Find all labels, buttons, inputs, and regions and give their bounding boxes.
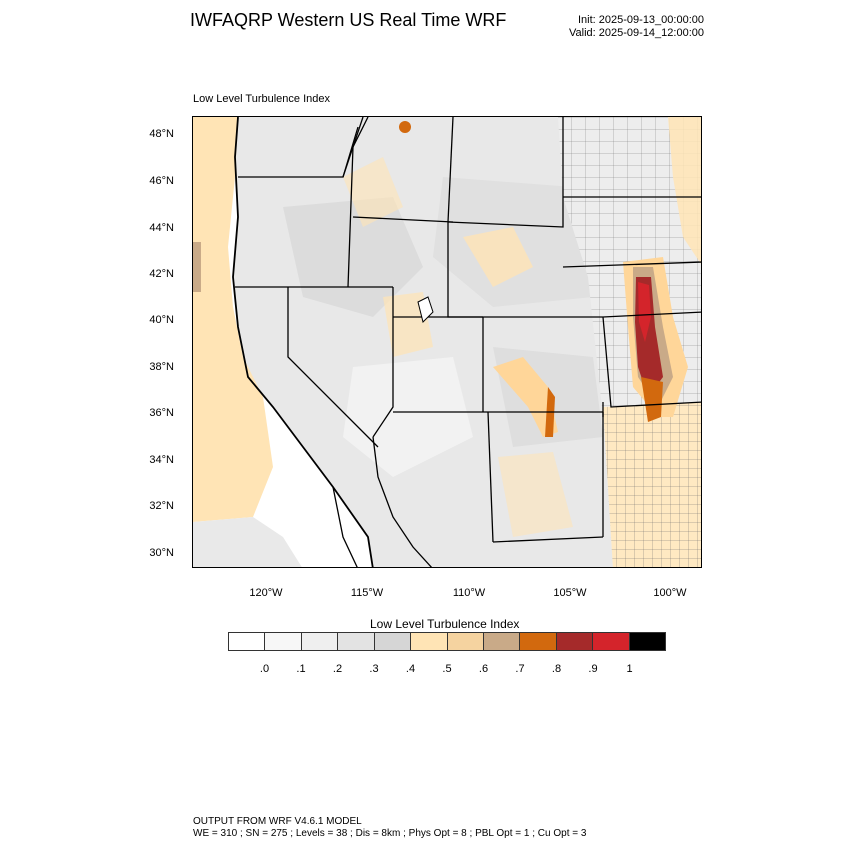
northeast-orange-strip [668,117,701,264]
turbulence-wyoming [463,227,533,287]
lon-label-105w: 105°W [553,587,587,599]
colorbar-tick-label: .9 [588,663,598,675]
lon-label-120w: 120°W [249,587,283,599]
colorbar-box-0 [229,633,266,650]
footer-model-info: OUTPUT FROM WRF V4.6.1 MODEL [193,816,362,827]
great-salt-lake [417,296,434,323]
colorbar-tick-label: .4 [405,663,416,675]
state-boundaries [235,117,701,543]
lat-label-38n: 38°N [149,361,174,373]
lat-label-44n: 44°N [149,222,174,234]
lat-label-32n: 32°N [149,500,174,512]
colorbar-box-7 [483,633,521,650]
colorbar-box-3 [338,633,375,650]
colorbar-tick-label: .7 [515,663,525,675]
plot-subtitle: Low Level Turbulence Index [193,93,330,105]
colorbar-box-1 [265,633,302,650]
turbulence-colorado [493,357,558,437]
lat-label-40n: 40°N [149,314,174,326]
colorbar-box-5 [411,633,448,650]
colorbar-box-11 [629,633,666,650]
lon-label-110w: 110°W [452,587,486,599]
turbulence-patch-tan [193,242,201,292]
lon-label-115w: 115°W [350,587,384,599]
colorbar-box-10 [593,633,630,650]
lat-label-30n: 30°N [149,547,174,559]
colorbar-tick-label: .2 [332,663,343,675]
turbulence-offshore [193,117,273,522]
colorbar-box-2 [301,633,339,650]
turbulence-orange-south [641,377,663,422]
gulf-coast [372,436,433,567]
colorbar-title: Low Level Turbulence Index [370,617,520,631]
lat-label-48n: 48°N [149,128,174,140]
map-panel [192,116,702,568]
turbulence-map [193,117,701,567]
turbulence-band-red [638,282,651,342]
lat-label-42n: 42°N [149,268,174,280]
texas-county-lines [603,402,701,567]
colorbar-tick-label: .6 [478,663,489,675]
lat-label-34n: 34°N [149,454,174,466]
lat-label-46n: 46°N [149,175,174,187]
colorbar-tick-label: .8 [551,663,562,675]
colorbar-box-6 [447,633,484,650]
colorbar-tick-label: .5 [442,663,452,675]
init-time-label: Init: 2025-09-13_00:00:00 [578,14,704,26]
colorbar-tick-label: .3 [369,663,379,675]
lat-label-36n: 36°N [149,407,174,419]
turbulence-spot-montana [399,121,411,133]
turbulence-idaho [343,157,403,227]
footer-run-options: WE = 310 ; SN = 275 ; Levels = 38 ; Dis … [193,828,587,839]
turbulence-offshore-inner [193,517,302,567]
colorbar-tick-label: 1 [626,663,633,675]
colorbar-box-4 [374,633,412,650]
lon-label-100w: 100°W [653,587,687,599]
colorbar-box-8 [520,633,557,650]
baja-coast [332,486,358,567]
coastline [232,117,374,567]
colorbar [228,632,666,651]
valid-time-label: Valid: 2025-09-14_12:00:00 [569,27,704,39]
land-shade-3 [343,357,473,477]
colorbar-tick-label: .0 [259,663,270,675]
colorbar-box-9 [556,633,594,650]
colorbar-tick-label: .1 [296,663,306,675]
main-title: IWFAQRP Western US Real Time WRF [190,10,507,30]
turbulence-nm-south [498,452,573,537]
